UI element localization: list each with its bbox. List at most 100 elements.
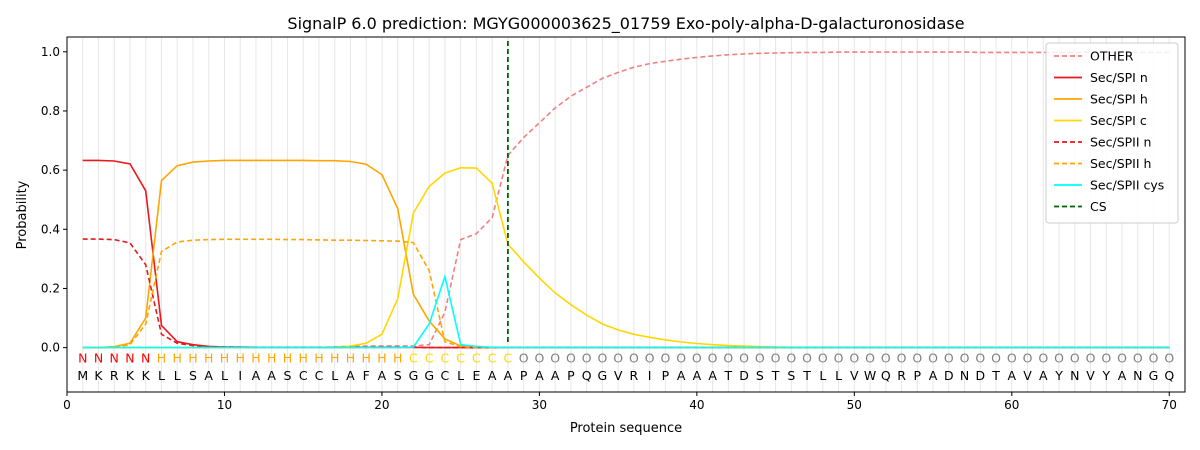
region-label: H <box>251 350 260 365</box>
region-label: O <box>960 350 970 365</box>
series-line-6 <box>82 273 1170 349</box>
region-label: O <box>613 350 623 365</box>
region-label: C <box>472 350 481 365</box>
region-label: O <box>534 350 544 365</box>
residue-label: L <box>221 368 228 383</box>
region-label: O <box>723 350 733 365</box>
legend-label: Sec/SPI n <box>1090 70 1148 85</box>
residue-label: G <box>598 368 608 383</box>
residue-label: T <box>724 368 733 383</box>
residue-label: R <box>897 368 906 383</box>
residue-label: A <box>693 368 702 383</box>
residue-label: D <box>944 368 954 383</box>
residue-label: A <box>204 368 213 383</box>
residue-label: S <box>394 368 402 383</box>
region-label: O <box>849 350 859 365</box>
residue-label: N <box>1070 368 1079 383</box>
residue-label: A <box>929 368 938 383</box>
y-axis-label: Probability <box>15 180 30 249</box>
region-label: O <box>881 350 891 365</box>
residue-label: R <box>630 368 639 383</box>
legend-label: Sec/SPI h <box>1090 92 1148 107</box>
region-label: O <box>645 350 655 365</box>
x-tick-label: 0 <box>63 398 71 412</box>
region-label: O <box>708 350 718 365</box>
region-label: H <box>157 350 166 365</box>
region-label: C <box>488 350 497 365</box>
legend-label: CS <box>1090 199 1107 214</box>
region-label: O <box>519 350 529 365</box>
residue-label: N <box>1133 368 1142 383</box>
region-label: O <box>629 350 639 365</box>
residue-label: S <box>283 368 291 383</box>
region-label: O <box>944 350 954 365</box>
residue-label: L <box>819 368 826 383</box>
region-label: O <box>582 350 592 365</box>
region-label: O <box>755 350 765 365</box>
residue-label: A <box>267 368 276 383</box>
residue-label: A <box>551 368 560 383</box>
series-line-0 <box>82 51 1170 349</box>
region-label: H <box>204 350 213 365</box>
x-axis-label: Protein sequence <box>570 421 682 436</box>
residue-label: V <box>1086 368 1095 383</box>
residue-label: A <box>535 368 544 383</box>
region-label: O <box>1149 350 1159 365</box>
residue-label: K <box>94 368 103 383</box>
y-tick-label: 0.6 <box>41 163 60 177</box>
residue-label: Q <box>881 368 891 383</box>
residue-label: V <box>614 368 623 383</box>
residue-label: C <box>441 368 450 383</box>
region-label: H <box>314 350 323 365</box>
region-label: C <box>504 350 513 365</box>
region-label: O <box>1117 350 1127 365</box>
residue-label: V <box>1023 368 1032 383</box>
x-tick-label: 40 <box>689 398 704 412</box>
region-label: H <box>330 350 339 365</box>
legend-box <box>1045 42 1179 224</box>
residue-label: S <box>189 368 197 383</box>
region-label: O <box>676 350 686 365</box>
region-label: O <box>1164 350 1174 365</box>
legend-label: OTHER <box>1090 49 1134 64</box>
residue-label: G <box>424 368 434 383</box>
series-line-3 <box>82 166 1170 349</box>
residue-label: A <box>488 368 497 383</box>
region-label: O <box>975 350 985 365</box>
residue-label: M <box>77 368 88 383</box>
axes-frame <box>66 36 1186 393</box>
x-tick-label: 50 <box>847 398 862 412</box>
residue-label: D <box>739 368 749 383</box>
region-label: O <box>1038 350 1048 365</box>
region-label: O <box>786 350 796 365</box>
legend: OTHER Sec/SPI n Sec/SPI h Sec/SPI c Sec/SPII… <box>1045 42 1179 224</box>
residue-label: Y <box>1054 368 1063 383</box>
residue-label: C <box>315 368 324 383</box>
residue-label: A <box>1008 368 1017 383</box>
region-label: O <box>550 350 560 365</box>
region-label: N <box>125 350 134 365</box>
residue-label: D <box>975 368 985 383</box>
region-label: O <box>818 350 828 365</box>
residue-label: R <box>110 368 119 383</box>
x-tick-label: 10 <box>217 398 232 412</box>
residue-label: P <box>520 368 528 383</box>
residue-label: T <box>802 368 811 383</box>
x-tick-label: 70 <box>1162 398 1177 412</box>
series-line-1 <box>82 159 1170 349</box>
region-label: O <box>834 350 844 365</box>
residue-label: P <box>662 368 670 383</box>
region-label: O <box>802 350 812 365</box>
region-label: O <box>1133 350 1143 365</box>
region-label: C <box>456 350 465 365</box>
residue-label: L <box>457 368 464 383</box>
region-label: C <box>441 350 450 365</box>
region-label: H <box>173 350 182 365</box>
region-label: O <box>692 350 702 365</box>
legend-label: Sec/SPI c <box>1090 113 1147 128</box>
region-label: N <box>94 350 103 365</box>
residue-label: L <box>331 368 338 383</box>
residue-label: F <box>363 368 370 383</box>
residue-label: A <box>252 368 261 383</box>
